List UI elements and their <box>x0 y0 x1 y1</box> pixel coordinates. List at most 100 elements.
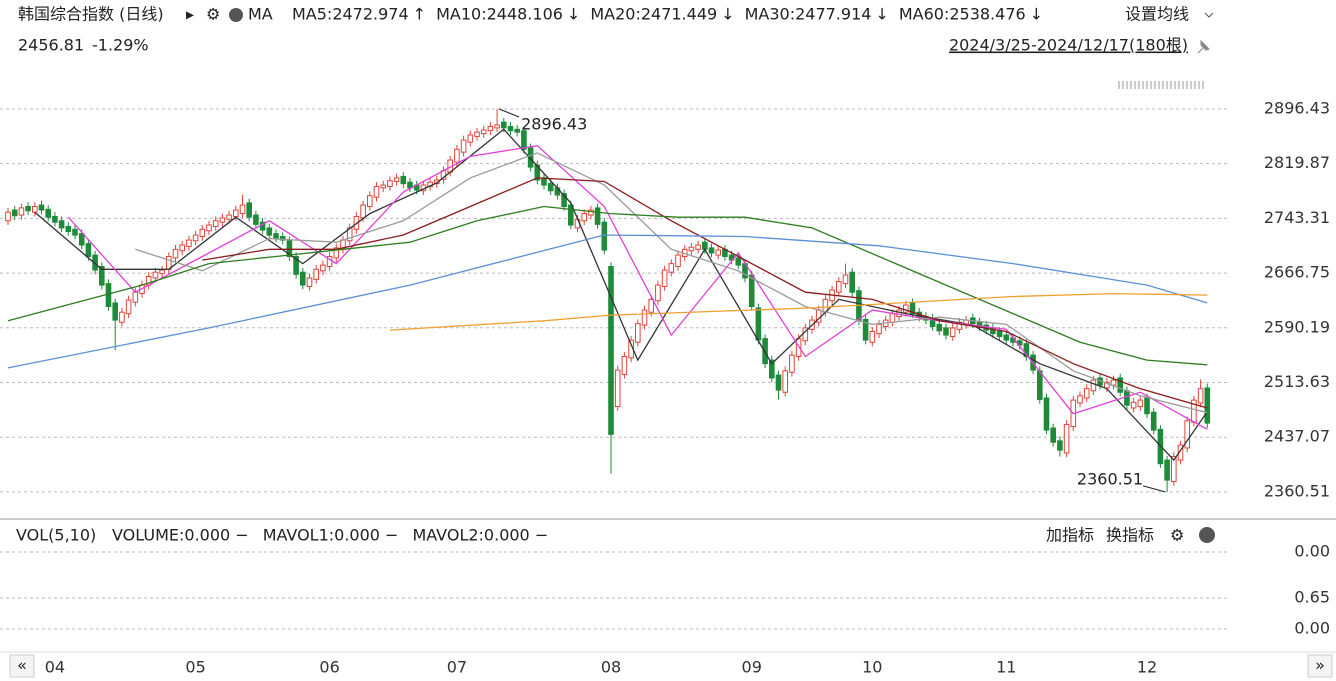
candle-body <box>306 277 313 287</box>
candle-body <box>266 227 273 236</box>
candle-body <box>226 214 232 220</box>
y-tick-label: 2590.19 <box>1264 317 1330 336</box>
candle-body <box>5 211 11 222</box>
candle-body <box>695 244 701 250</box>
candle-body <box>52 215 58 223</box>
candle-body <box>688 246 695 252</box>
candle-body <box>99 265 105 286</box>
candle-body <box>152 271 159 279</box>
candle-body <box>192 234 199 242</box>
candle-body <box>896 309 902 318</box>
candle-body <box>568 204 574 226</box>
x-tick-label: 10 <box>862 658 882 677</box>
legend: MA5:2472.974 ↑ MA10:2448.106 ↓ MA20:2471.449… <box>292 5 1043 24</box>
candle-body <box>1144 397 1150 415</box>
candle-body <box>1077 395 1083 404</box>
legend-entry: MA5:2472.974 <box>292 5 409 24</box>
candle-body <box>1083 388 1090 399</box>
legend-trend: ↑ <box>413 5 426 24</box>
candle-body <box>869 331 876 343</box>
candle-body <box>534 164 541 181</box>
gear-icon[interactable]: ⚙ <box>206 5 220 24</box>
candle-body <box>668 263 675 273</box>
candle-body <box>18 207 25 216</box>
candle-body <box>1003 334 1010 341</box>
candle-body <box>25 205 31 212</box>
candle-body <box>775 374 782 391</box>
candle-body <box>1043 397 1050 431</box>
candle-body <box>1090 379 1097 392</box>
candle-body <box>876 323 882 335</box>
candle-body <box>1124 390 1130 406</box>
chevron[interactable] <box>1204 12 1214 18</box>
candle-body <box>862 318 869 341</box>
candle-body <box>487 125 494 132</box>
annotation-low: 2360.51 <box>1077 469 1143 488</box>
legend-entry: MA30:2477.914 <box>745 5 872 24</box>
candle-body <box>514 128 521 133</box>
candle-body <box>474 131 480 137</box>
candle-body <box>32 205 38 213</box>
candle-body <box>1197 388 1204 404</box>
candle-body <box>748 274 755 308</box>
candle-body <box>1184 420 1191 449</box>
ma-line <box>7 205 1208 366</box>
annotation-high: 2896.43 <box>521 114 587 133</box>
candle-body <box>789 354 795 373</box>
candle-body <box>842 274 849 285</box>
candle-body <box>1057 440 1063 451</box>
candle-body <box>333 247 340 259</box>
switch-indicator[interactable]: 换指标 <box>1106 526 1154 545</box>
ma-line <box>202 177 1208 409</box>
candle-body <box>454 148 460 163</box>
x-tick-label: 11 <box>996 658 1016 677</box>
candle-body <box>58 220 65 229</box>
ma-button[interactable]: MA <box>248 5 273 24</box>
candle-body <box>387 180 393 187</box>
x-tick-label: 04 <box>45 658 65 677</box>
candle-body <box>125 299 132 315</box>
candle-body <box>715 249 722 256</box>
scroll-left[interactable] <box>9 654 35 678</box>
settings-button[interactable]: 设置均线 <box>1125 5 1189 24</box>
annotation-arrow <box>1142 485 1166 493</box>
candle-body <box>507 125 514 132</box>
y-tick-label: 2666.75 <box>1264 263 1330 282</box>
y-tick-label: 2513.63 <box>1264 372 1330 391</box>
ma-line <box>7 234 1208 369</box>
pin-icon[interactable] <box>1197 39 1210 54</box>
scroll-left-icon[interactable]: « <box>17 656 27 675</box>
add-indicator[interactable]: 加指标 <box>1046 526 1094 545</box>
candle-body <box>119 311 125 323</box>
candle-body <box>400 175 407 185</box>
candle-body <box>373 185 380 198</box>
candle-body <box>501 121 507 129</box>
close-icon[interactable] <box>229 8 243 22</box>
x-tick-label: 05 <box>185 658 205 677</box>
candle-body <box>206 224 212 232</box>
close-icon[interactable] <box>1199 527 1215 543</box>
candle-body <box>172 248 179 259</box>
candle-body <box>494 124 500 129</box>
candle-body <box>1171 456 1177 483</box>
scroll-right-icon[interactable]: » <box>1315 656 1325 675</box>
gear-icon[interactable]: ⚙ <box>1170 526 1184 545</box>
candle-body <box>889 313 896 323</box>
date-range: 2024/3/25-2024/12/17(180根) <box>949 36 1188 55</box>
candle-body <box>199 228 206 237</box>
candle-body <box>1137 399 1144 408</box>
ma-line <box>34 128 1208 462</box>
candle-body <box>367 195 373 207</box>
candle-body <box>561 193 567 207</box>
candle-body <box>527 147 534 168</box>
candle-body <box>219 217 226 223</box>
expand-icon[interactable]: ▸ <box>186 5 194 24</box>
price-plot: 2896.43 2819.87 2743.31 2666.75 2590.19 2513.… <box>0 98 1330 500</box>
candle-body <box>38 204 45 211</box>
scroll-right[interactable] <box>1307 654 1333 678</box>
volume-tick-label: 0.65 <box>1294 588 1330 607</box>
legend-entry: MA60:2538.476 <box>899 5 1026 24</box>
candle-body <box>621 356 628 375</box>
